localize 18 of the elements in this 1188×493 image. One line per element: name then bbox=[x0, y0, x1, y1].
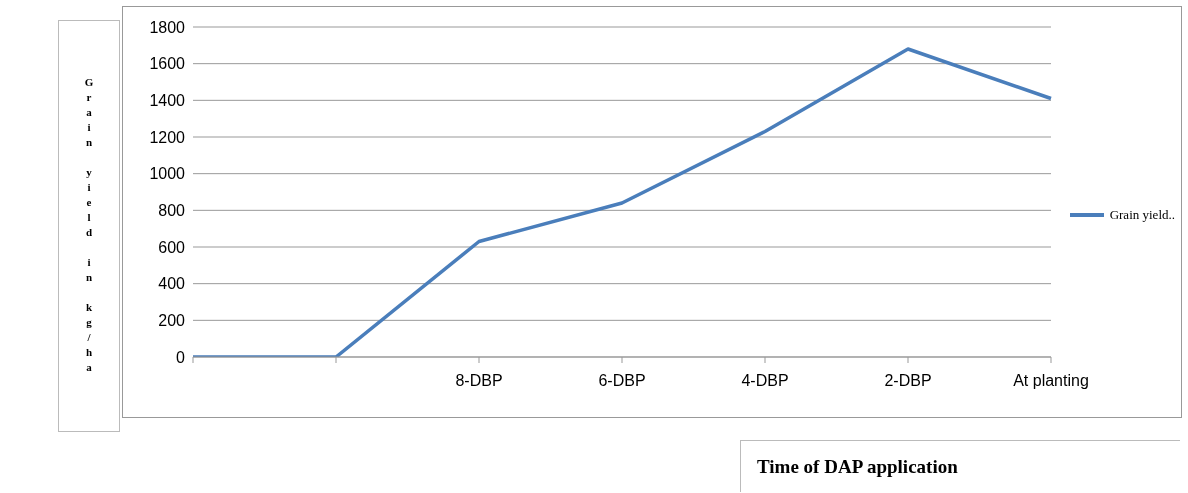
y-tick-label: 1400 bbox=[149, 92, 186, 110]
x-tick-label: 2-DBP bbox=[884, 372, 932, 390]
x-tick-label: 6-DBP bbox=[598, 372, 646, 390]
y-tick-label: 600 bbox=[158, 238, 186, 256]
y-tick-label: 1200 bbox=[149, 128, 186, 146]
y-tick-label: 200 bbox=[158, 312, 186, 330]
legend-label: Grain yield.. bbox=[1109, 207, 1175, 223]
y-tick-label: 1600 bbox=[149, 55, 186, 73]
y-tick-label: 1800 bbox=[149, 18, 186, 36]
x-tick-label: 4-DBP bbox=[741, 372, 789, 390]
y-axis-title: Grain yield in kg/ha bbox=[83, 76, 95, 376]
y-tick-label: 800 bbox=[158, 202, 186, 220]
y-tick-label: 0 bbox=[176, 348, 186, 366]
x-axis-title: Time of DAP application bbox=[757, 455, 958, 478]
y-tick-label: 400 bbox=[158, 275, 186, 293]
x-tick-label: 8-DBP bbox=[455, 372, 503, 390]
x-tick-label: At planting bbox=[1013, 372, 1089, 390]
y-tick-label: 1000 bbox=[149, 165, 186, 183]
